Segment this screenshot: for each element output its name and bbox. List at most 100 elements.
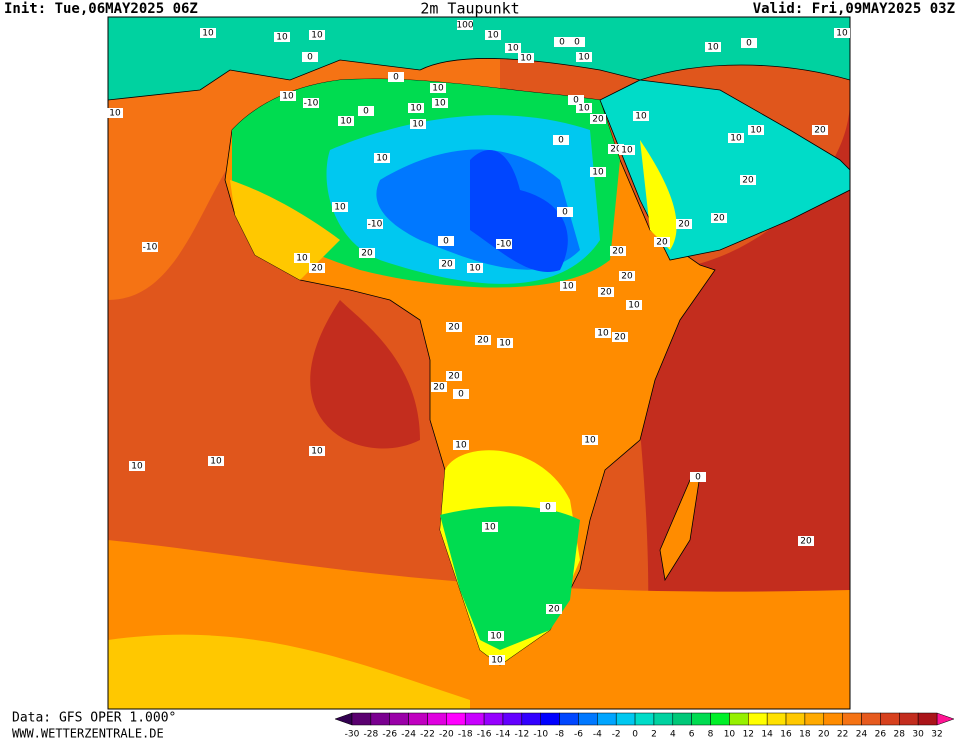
contour-label: 10: [635, 112, 647, 122]
contour-label: 0: [695, 473, 701, 483]
site-label: WWW.WETTERZENTRALE.DE: [12, 727, 164, 741]
valid-label: Valid: Fri,09MAY2025 03Z: [753, 1, 955, 17]
legend-swatch: [597, 712, 617, 726]
label-box: [482, 522, 498, 532]
legend-tick-label: 18: [799, 730, 811, 740]
label-box: [485, 30, 501, 40]
legend-swatch: [540, 712, 560, 726]
contour-label: 0: [443, 237, 449, 247]
contour-label: 20: [448, 372, 460, 382]
contour-label: 10: [707, 43, 719, 53]
map: [107, 16, 851, 710]
arabia-yellow: [640, 140, 677, 250]
label-box: [107, 108, 123, 118]
legend-swatch: [634, 712, 655, 726]
contour-label: 10: [487, 31, 499, 41]
legend-tick-label: 12: [743, 730, 754, 740]
label-box: [497, 338, 513, 348]
legend-tick-label: 8: [708, 730, 714, 740]
gulf-moist: [310, 300, 420, 449]
label-box: [410, 119, 426, 129]
contour-label: -10: [368, 220, 383, 230]
legend-swatch: [880, 712, 900, 726]
contour-label: 0: [558, 136, 564, 146]
label-box: [488, 631, 504, 641]
legend-swatch: [653, 712, 674, 726]
legend-swatch: [559, 712, 579, 726]
contour-label: 20: [448, 323, 460, 333]
contour-label: 10: [621, 146, 633, 156]
legend-tick-label: -12: [514, 730, 529, 740]
label-box: [798, 536, 814, 546]
label-box: [612, 332, 628, 342]
contour-label: 10: [469, 264, 481, 274]
legend-swatch: [464, 712, 485, 726]
legend-tick-label: -6: [574, 730, 583, 740]
contour-label: 10: [455, 441, 467, 451]
contour-label: 10: [597, 329, 609, 339]
label-box: [430, 83, 446, 93]
legend-swatch: [804, 712, 825, 726]
contour-label: 10: [499, 339, 511, 349]
label-box: [453, 389, 469, 399]
label-box: [358, 106, 374, 116]
legend-under: [334, 712, 353, 726]
contour-label: 10: [578, 53, 590, 63]
label-box: [590, 114, 606, 124]
contour-label: 10: [584, 436, 596, 446]
label-box: [475, 335, 491, 345]
label-box: [748, 125, 764, 135]
legend-swatch: [578, 712, 598, 726]
label-box: [309, 263, 325, 273]
label-box: [453, 440, 469, 450]
contour-label: 20: [614, 333, 626, 343]
legend-tick-label: 20: [818, 730, 830, 740]
label-box: [518, 53, 534, 63]
label-box: [546, 604, 562, 614]
legend-swatch: [521, 712, 541, 726]
contour-label: 20: [800, 537, 812, 547]
contour-label: 10: [210, 457, 222, 467]
sahara-core: [470, 150, 568, 272]
init-label: Init: Tue,06MAY2025 06Z: [4, 1, 198, 17]
legend-swatch: [427, 712, 447, 726]
label-box: [633, 111, 649, 121]
source-label: Data: GFS OPER 1.000°: [12, 711, 176, 726]
contour-label: 10: [311, 447, 323, 457]
label-box: [431, 382, 447, 392]
label-box: [557, 207, 573, 217]
label-box: [568, 95, 584, 105]
legend-tick-label: -8: [555, 730, 564, 740]
contour-label: 10: [484, 523, 496, 533]
color-legend: -30 -28 -26 -24 -22 -20 -18 -16 -14 -12 -10 -8 -6 -4-…: [334, 712, 955, 740]
contour-label: 10: [334, 203, 346, 213]
label-box: [595, 328, 611, 338]
legend-tick-label: 32: [931, 730, 942, 740]
label-box: [690, 472, 706, 482]
legend-swatch: [691, 712, 711, 726]
south-ocean-dry: [108, 634, 470, 709]
contour-label: 10: [340, 117, 352, 127]
legend-tick-label: 14: [761, 730, 773, 740]
legend-swatch: [483, 712, 504, 726]
map-frame: [107, 16, 851, 710]
legend-tick-label: -2: [612, 730, 621, 740]
legend-tick-label: 0: [632, 730, 638, 740]
legend-swatch: [823, 712, 843, 726]
legend-swatch: [351, 712, 372, 726]
contour-label: 10: [202, 29, 214, 39]
contour-label: 0: [307, 53, 313, 63]
contour-label: 20: [441, 260, 453, 270]
label-box: [274, 32, 290, 42]
contour-label: 0: [559, 38, 565, 48]
legend-tick-label: -18: [458, 730, 473, 740]
legend-tick-label: 30: [912, 730, 924, 740]
label-box: [560, 281, 576, 291]
legend-swatch: [766, 712, 787, 726]
legend-swatch: [502, 712, 523, 726]
legend-tick-label: 24: [856, 730, 868, 740]
label-box: [367, 219, 383, 229]
legend-tick-label: -24: [401, 730, 416, 740]
label-box: [598, 287, 614, 297]
contour-label: 10: [109, 109, 121, 119]
